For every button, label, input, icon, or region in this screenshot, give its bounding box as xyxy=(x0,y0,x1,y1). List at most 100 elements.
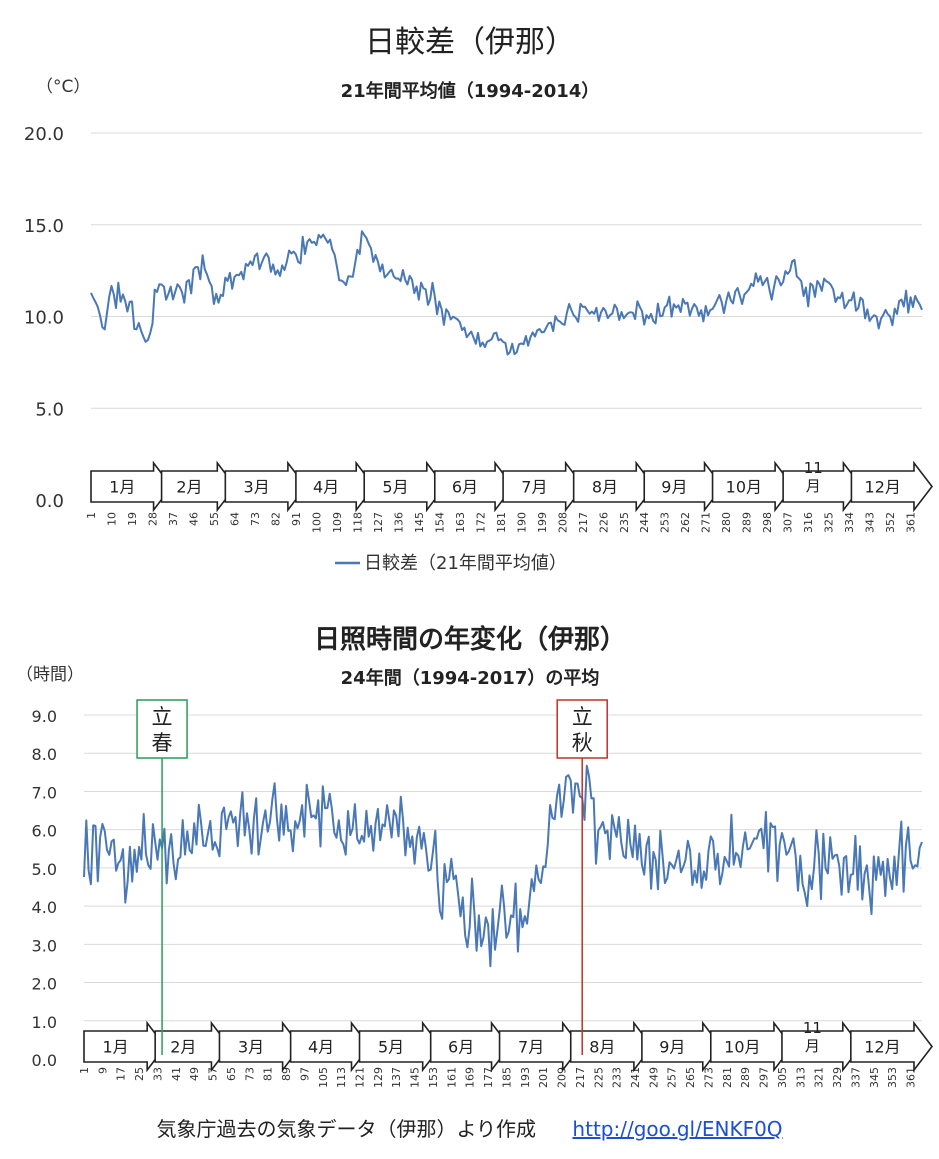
diurnal-x-tick-label: 316 xyxy=(802,512,815,533)
sunshine-x-tick-label: 105 xyxy=(317,1067,330,1088)
sunshine-x-tick-label: 25 xyxy=(133,1067,146,1081)
sunshine-month-label: 12月 xyxy=(864,1038,900,1057)
diurnal-month-label: 10月 xyxy=(726,478,762,497)
sunshine-y-axis-label: （時間） xyxy=(16,665,84,685)
diurnal-x-tick-label: 1 xyxy=(85,512,98,519)
diurnal-x-tick-label: 235 xyxy=(618,512,631,533)
sunshine-x-tick-label: 33 xyxy=(151,1067,164,1081)
diurnal-x-tick-label: 145 xyxy=(413,512,426,533)
sunshine-x-tick-label: 345 xyxy=(868,1067,881,1088)
diurnal-x-tick-label: 28 xyxy=(146,512,159,526)
diurnal-title: 日較差（伊那） xyxy=(365,25,575,60)
sunshine-month-label: 2月 xyxy=(170,1038,196,1057)
diurnal-month-label: 4月 xyxy=(313,478,339,497)
sunshine-month-arrow: 3月 xyxy=(218,1020,302,1073)
diurnal-x-tick-label: 46 xyxy=(187,512,200,526)
diurnal-month-arrow: 11月 xyxy=(782,459,863,513)
sunshine-annotation-label: 立 xyxy=(152,705,173,729)
sunshine-y-tick-label: 2.0 xyxy=(32,975,57,994)
diurnal-legend-label: 日較差（21年間平均値） xyxy=(364,553,567,574)
sunshine-month-label: 7月 xyxy=(518,1038,544,1057)
diurnal-x-tick-label: 109 xyxy=(331,512,344,533)
sunshine-x-tick-label: 153 xyxy=(427,1067,440,1088)
diurnal-x-tick-label: 262 xyxy=(679,512,692,533)
diurnal-x-tick-label: 226 xyxy=(597,512,610,533)
sunshine-x-tick-label: 137 xyxy=(390,1067,403,1088)
diurnal-month-label: 7月 xyxy=(521,478,547,497)
sunshine-month-arrow: 12月 xyxy=(850,1020,934,1073)
sunshine-x-tick-label: 81 xyxy=(262,1067,275,1081)
sunshine-month-arrow: 7月 xyxy=(498,1020,582,1073)
sunshine-chart: 日照時間の年変化（伊那） 24年間（1994-2017）の平均 （時間） 0.0 1.0… xyxy=(16,624,934,1088)
diurnal-y-tick-label: 0.0 xyxy=(35,491,64,512)
sunshine-annotation-label: 立 xyxy=(572,705,593,729)
sunshine-x-tick-label: 129 xyxy=(372,1067,385,1088)
diurnal-month-arrow: 12月 xyxy=(850,460,934,513)
diurnal-month-arrow: 1月 xyxy=(90,460,173,513)
diurnal-month-label: 3月 xyxy=(244,478,270,497)
sunshine-x-tick-label: 73 xyxy=(243,1067,256,1081)
sunshine-subtitle: 24年間（1994-2017）の平均 xyxy=(341,667,600,689)
sunshine-x-tick-label: 241 xyxy=(629,1067,642,1088)
diurnal-x-tick-label: 307 xyxy=(782,512,795,533)
sunshine-x-tick-label: 329 xyxy=(831,1067,844,1088)
sunshine-y-tick-label: 3.0 xyxy=(32,936,57,955)
diurnal-x-tick-label: 91 xyxy=(290,512,303,526)
sunshine-x-tick-label: 353 xyxy=(886,1067,899,1088)
diurnal-x-tick-label: 298 xyxy=(761,512,774,533)
diurnal-x-tick-label: 343 xyxy=(864,512,877,533)
sunshine-x-tick-label: 201 xyxy=(537,1067,550,1088)
sunshine-x-tick-label: 209 xyxy=(556,1067,569,1088)
diurnal-y-tick-label: 5.0 xyxy=(35,399,64,420)
diurnal-month-arrow: 9月 xyxy=(643,460,724,513)
footer: 気象庁過去の気象データ（伊那）より作成 http://goo.gl/ENKF0Q xyxy=(0,1113,939,1142)
diurnal-x-tick-label: 154 xyxy=(433,512,446,533)
diurnal-month-arrow: 6月 xyxy=(433,460,515,513)
diurnal-x-tick-label: 271 xyxy=(700,512,713,533)
diurnal-month-label: 8月 xyxy=(592,478,618,497)
sunshine-x-tick-label: 57 xyxy=(207,1067,220,1081)
sunshine-month-arrow: 4月 xyxy=(289,1020,371,1073)
diurnal-subtitle: 21年間平均値（1994-2014） xyxy=(341,80,600,102)
sunshine-x-tick-label: 281 xyxy=(721,1067,734,1088)
sunshine-x-tick-label: 305 xyxy=(776,1067,789,1088)
sunshine-y-tick-label: 9.0 xyxy=(32,707,57,726)
source-link[interactable]: http://goo.gl/ENKF0Q xyxy=(572,1117,783,1141)
sunshine-month-label: 9月 xyxy=(659,1038,685,1057)
sunshine-month-label: 1月 xyxy=(102,1038,128,1057)
sunshine-month-label: 3月 xyxy=(238,1038,264,1057)
sunshine-x-tick-label: 313 xyxy=(794,1067,807,1088)
sunshine-month-label: 月 xyxy=(805,1037,820,1055)
sunshine-x-tick-label: 225 xyxy=(592,1067,605,1088)
diurnal-x-tick-label: 100 xyxy=(310,512,323,533)
sunshine-x-tick-label: 145 xyxy=(409,1067,422,1088)
diurnal-x-tick-label: 325 xyxy=(823,512,836,533)
sunshine-x-tick-label: 177 xyxy=(482,1067,495,1088)
sunshine-y-tick-label: 8.0 xyxy=(32,745,57,764)
sunshine-annotation-label: 秋 xyxy=(572,731,593,755)
sunshine-annotation-box xyxy=(556,699,608,759)
sunshine-y-tick-label: 1.0 xyxy=(32,1013,57,1032)
sunshine-x-tick-label: 41 xyxy=(170,1067,183,1081)
diurnal-month-label: 9月 xyxy=(661,478,687,497)
sunshine-x-tick-label: 321 xyxy=(813,1067,826,1088)
diurnal-x-tick-label: 361 xyxy=(905,512,918,533)
diurnal-month-label: 11 xyxy=(804,459,823,477)
diurnal-x-tick-label: 172 xyxy=(474,512,487,533)
chart-area: 日較差（伊那）21年間平均値（1994-2014）（°C）0.05.010.01… xyxy=(16,25,934,1088)
sunshine-x-tick-label: 185 xyxy=(500,1067,513,1088)
diurnal-x-tick-label: 280 xyxy=(720,512,733,533)
sunshine-y-tick-label: 5.0 xyxy=(32,860,57,879)
diurnal-x-tick-label: 10 xyxy=(105,512,118,526)
sunshine-x-tick-label: 257 xyxy=(666,1067,679,1088)
sunshine-x-tick-label: 121 xyxy=(354,1067,367,1088)
sunshine-x-tick-label: 297 xyxy=(758,1067,771,1088)
sunshine-x-tick-label: 49 xyxy=(188,1067,201,1081)
sunshine-annotation-box xyxy=(136,699,188,759)
sunshine-month-arrow: 2月 xyxy=(154,1020,231,1073)
diurnal-month-label: 月 xyxy=(806,477,821,495)
sunshine-month-label: 8月 xyxy=(589,1038,615,1057)
sunshine-x-tick-label: 193 xyxy=(519,1067,532,1088)
diurnal-x-tick-label: 127 xyxy=(372,512,385,533)
diurnal-month-arrow: 7月 xyxy=(502,460,585,513)
